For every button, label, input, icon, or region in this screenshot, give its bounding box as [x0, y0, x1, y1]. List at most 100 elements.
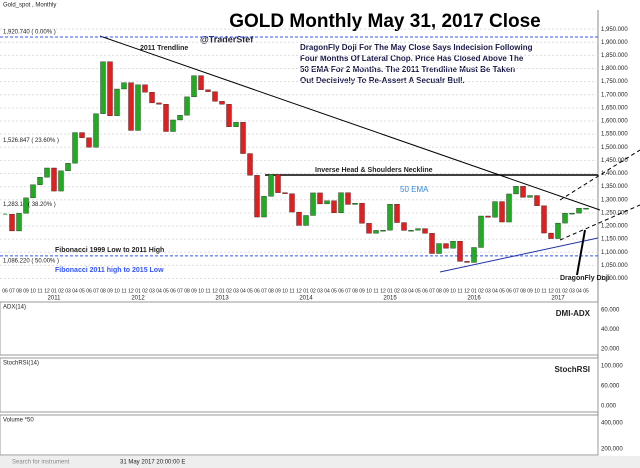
candle [86, 137, 92, 148]
annotation: 1,920.740 ( 0.00% ) [3, 30, 56, 36]
candle [205, 89, 211, 92]
y-tick-label: 1,050.000 [601, 263, 628, 269]
chart-title: GOLD Monthly May 31, 2017 Close [229, 11, 540, 32]
year-label: 2014 [299, 296, 313, 302]
panel [0, 357, 599, 413]
x-tick-label: 03 [485, 288, 491, 294]
x-tick-label: 10 [534, 288, 540, 294]
candle [569, 212, 575, 215]
candle [317, 192, 323, 205]
x-tick-label: 09 [107, 288, 113, 294]
y-tick-label: 1,000.000 [601, 276, 628, 282]
annotation: 1,086.220 ( 50.00% ) [3, 258, 59, 264]
year-label: 2016 [467, 296, 481, 302]
candle [107, 61, 113, 116]
x-tick-label: 01 [555, 288, 561, 294]
candle [58, 170, 64, 192]
x-tick-label: 09 [191, 288, 197, 294]
x-tick-label: 07 [429, 288, 435, 294]
y-tick-label: 1,950.000 [601, 27, 628, 33]
x-tick-label: 06 [422, 288, 428, 294]
x-tick-label: 05 [415, 288, 421, 294]
subtitle: @TraderStef [200, 34, 254, 44]
x-tick-label: 04 [324, 288, 330, 294]
status-text: 31 May 2017 20:00:00 E [120, 460, 185, 466]
annotation: 50 EMA [400, 185, 429, 194]
panel-tick-label: 40.000 [601, 327, 620, 333]
candle [275, 174, 281, 193]
candle [226, 104, 232, 127]
candle [240, 122, 246, 154]
candle [121, 82, 127, 90]
x-tick-label: 02 [562, 288, 568, 294]
panel-label: ADX(14) [3, 305, 26, 311]
candle [520, 186, 526, 198]
candle [415, 228, 421, 231]
candle [16, 213, 22, 232]
y-tick-label: 1,100.000 [601, 250, 628, 256]
x-tick-label: 04 [492, 288, 498, 294]
candle [576, 207, 582, 214]
x-tick-label: 04 [240, 288, 246, 294]
y-tick-label: 1,650.000 [601, 105, 628, 111]
panel-label: Volume *50 [3, 418, 34, 424]
x-tick-label: 01 [303, 288, 309, 294]
candle [527, 195, 533, 198]
x-tick-label: 05 [583, 288, 589, 294]
commentary-line: Four Months Of Lateral Chop. Price Has C… [300, 54, 524, 63]
candle [261, 196, 267, 218]
panel-tag: DMI-ADX [556, 309, 591, 318]
panel-tick-label: 60.000 [601, 308, 620, 314]
candle [324, 200, 330, 205]
candle [562, 212, 568, 224]
candle [289, 193, 295, 213]
x-tick-label: 05 [163, 288, 169, 294]
x-tick-label: 10 [198, 288, 204, 294]
candle [373, 230, 379, 234]
x-tick-label: 12 [212, 288, 218, 294]
candle [135, 84, 141, 131]
x-tick-label: 03 [569, 288, 575, 294]
x-tick-label: 11 [289, 288, 294, 294]
y-tick-label: 1,900.000 [601, 40, 628, 46]
candle [422, 228, 428, 234]
candle [471, 247, 477, 263]
x-tick-label: 05 [79, 288, 85, 294]
candle [541, 205, 547, 234]
x-tick-label: 09 [443, 288, 449, 294]
x-tick-label: 03 [401, 288, 407, 294]
panel [0, 301, 599, 356]
candle [548, 232, 554, 239]
year-label: 2017 [551, 296, 565, 302]
candle [72, 132, 78, 164]
x-tick-label: 12 [296, 288, 302, 294]
candle [401, 222, 407, 231]
candle [352, 202, 358, 205]
x-tick-label: 02 [142, 288, 148, 294]
status-text: Search for instrument [12, 460, 70, 466]
candle [499, 201, 505, 223]
header: Gold_spot , Monthly [3, 3, 56, 9]
annotation: Fibonacci 1999 Low to 2011 High [55, 247, 164, 254]
x-tick-label: 08 [100, 288, 106, 294]
x-tick-label: 05 [331, 288, 337, 294]
candle [555, 222, 561, 239]
x-tick-label: 08 [436, 288, 442, 294]
x-tick-label: 02 [310, 288, 316, 294]
year-label: 2015 [383, 296, 397, 302]
candle [149, 92, 155, 104]
x-tick-label: 09 [23, 288, 29, 294]
candle [51, 167, 57, 192]
support-line [439, 237, 599, 273]
x-tick-label: 08 [268, 288, 274, 294]
candle [268, 174, 274, 197]
candle [177, 115, 183, 121]
x-tick-label: 01 [135, 288, 141, 294]
x-tick-label: 03 [65, 288, 71, 294]
annotation: 2011 Trendline [140, 45, 188, 52]
x-tick-label: 12 [128, 288, 134, 294]
x-tick-label: 07 [345, 288, 351, 294]
candle [282, 192, 288, 194]
candle [429, 233, 435, 254]
